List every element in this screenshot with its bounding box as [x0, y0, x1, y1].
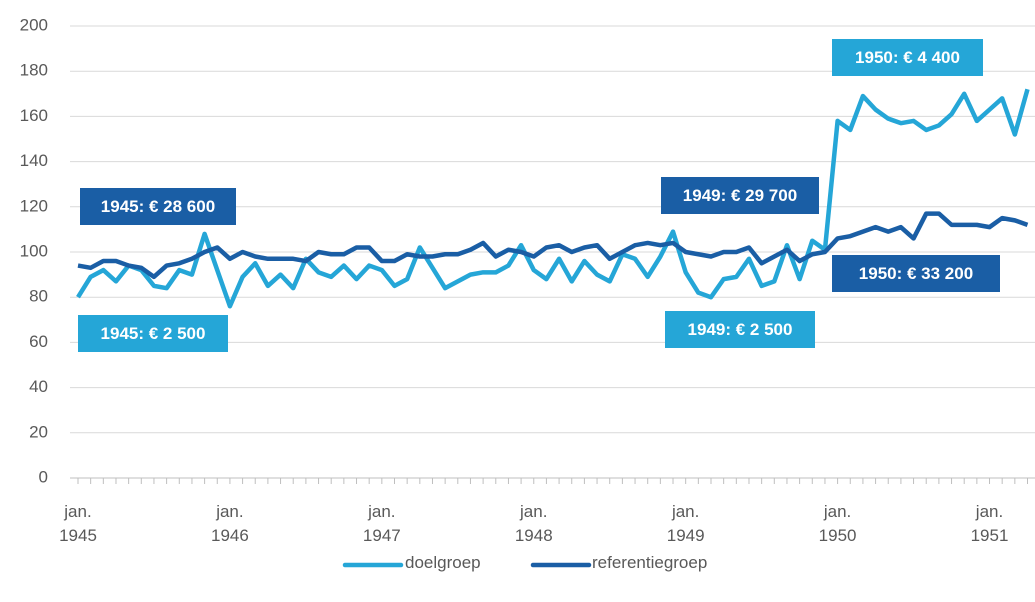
y-tick-label: 180 [20, 61, 48, 80]
x-tick-label: jan. 1950 [818, 502, 857, 545]
x-tick-label: jan. 1948 [514, 502, 553, 545]
x-tick-label: jan. 1945 [59, 502, 97, 545]
annotation: 1950: € 4 400 [832, 39, 983, 76]
x-tick-label: jan. 1947 [362, 502, 401, 545]
y-tick-label: 120 [20, 196, 48, 215]
annotation: 1950: € 33 200 [832, 255, 1000, 292]
x-tick-label: jan. 1946 [210, 502, 249, 545]
y-tick-label: 200 [20, 15, 48, 34]
x-tick-label: jan. 1951 [970, 502, 1009, 545]
y-tick-label: 40 [29, 377, 48, 396]
y-tick-label: 0 [39, 467, 48, 486]
y-tick-label: 100 [20, 241, 48, 260]
x-tick-label: jan. 1949 [666, 502, 705, 545]
y-tick-label: 140 [20, 151, 48, 170]
annotation: 1949: € 2 500 [665, 311, 815, 348]
annotation: 1945: € 2 500 [78, 315, 228, 352]
annotation: 1949: € 29 700 [661, 177, 819, 214]
annotation: 1945: € 28 600 [80, 188, 236, 225]
series-line [76, 88, 1030, 309]
y-tick-label: 80 [29, 287, 48, 306]
y-tick-label: 60 [29, 332, 48, 351]
legend-label: referentiegroep [592, 553, 708, 572]
series-line [77, 211, 1029, 280]
legend-label: doelgroep [405, 553, 481, 572]
y-tick-label: 20 [29, 422, 48, 441]
y-tick-label: 160 [20, 106, 48, 125]
